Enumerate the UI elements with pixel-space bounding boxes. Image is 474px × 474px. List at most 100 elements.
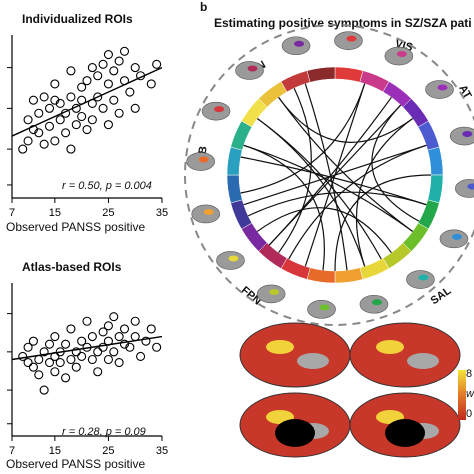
data-point — [44, 339, 55, 349]
data-point — [130, 103, 140, 113]
ring-segment — [306, 267, 336, 284]
panel-b-letter: b — [200, 0, 208, 14]
data-point — [39, 92, 49, 102]
brain-maps — [239, 322, 461, 458]
data-point — [28, 336, 38, 346]
panel-b-title: Estimating positive symptoms in SZ/SZA p… — [214, 16, 472, 30]
data-point — [98, 342, 108, 352]
brain-highlight — [437, 84, 448, 91]
brain-gray-region — [407, 353, 439, 369]
data-point — [28, 362, 38, 372]
chart2-plot: 7 15 25 35 — [7, 283, 168, 457]
chord — [371, 104, 420, 222]
brain-highlight — [269, 288, 280, 295]
brain-hotspot — [266, 340, 294, 354]
data-point — [23, 115, 33, 125]
data-point — [18, 144, 28, 154]
x-tick-label: 15 — [49, 207, 61, 219]
brain-highlight — [418, 274, 429, 281]
chord — [278, 87, 312, 254]
data-point — [87, 63, 97, 73]
data-point — [34, 370, 44, 380]
chord-diagram — [184, 24, 474, 326]
data-point — [130, 316, 140, 326]
data-point — [119, 339, 130, 349]
data-point — [61, 373, 71, 383]
trend-line — [11, 66, 163, 137]
data-point — [66, 66, 76, 76]
x-tick-label: 15 — [49, 445, 61, 457]
data-point — [23, 136, 33, 146]
data-point — [71, 362, 81, 372]
medial-wall — [275, 419, 315, 447]
data-point — [141, 336, 151, 346]
brain-highlight — [214, 106, 225, 113]
chord — [268, 104, 402, 246]
data-point — [66, 324, 76, 334]
data-point — [98, 327, 108, 337]
data-point — [23, 342, 33, 352]
chart1-title: Individualized ROIs — [22, 12, 133, 26]
brain-highlight — [451, 233, 462, 240]
data-point — [50, 331, 60, 342]
data-point — [71, 347, 81, 357]
data-point — [109, 312, 119, 322]
chord — [334, 174, 432, 272]
ring-segment — [230, 199, 253, 230]
data-point — [103, 321, 113, 331]
data-point — [77, 82, 87, 92]
ring-segment — [427, 174, 444, 204]
colorbar-tick-bottom: 0 — [466, 408, 473, 420]
data-point — [114, 358, 124, 368]
data-point — [114, 56, 124, 66]
data-point — [66, 92, 76, 102]
brain-map-right-lateral — [349, 322, 461, 388]
data-point — [93, 347, 103, 357]
chord — [278, 96, 414, 143]
data-point — [119, 46, 130, 56]
data-point — [146, 324, 156, 334]
chord — [288, 144, 427, 260]
data-point — [87, 354, 97, 365]
brain-highlight — [319, 304, 330, 311]
network-group-arc — [184, 24, 474, 326]
brain-hotspot — [376, 340, 404, 354]
data-point — [55, 98, 65, 109]
data-point — [136, 351, 146, 361]
chord — [304, 83, 348, 271]
chord — [355, 118, 414, 267]
x-tick-label: 7 — [9, 445, 15, 457]
data-point — [87, 115, 97, 125]
data-point — [34, 108, 44, 118]
data-point — [87, 331, 97, 342]
data-point — [71, 120, 81, 130]
data-point — [50, 95, 60, 105]
data-point — [103, 120, 113, 130]
chart1-stat: r = 0.50, p = 0.004 — [62, 180, 152, 192]
chart1-xlabel: Observed PANSS positive — [6, 220, 146, 234]
data-point — [98, 103, 108, 113]
brain-highlight — [467, 183, 474, 190]
medial-wall — [385, 419, 425, 447]
data-point — [109, 66, 119, 76]
data-point — [98, 59, 108, 69]
data-point — [34, 128, 44, 138]
data-point — [125, 342, 135, 352]
data-point — [77, 111, 87, 122]
ring-segment — [334, 267, 364, 284]
colorbar — [458, 370, 466, 420]
chart2-stat: r = 0.28, p = 0.09 — [62, 426, 146, 438]
brain-highlight — [396, 51, 407, 58]
data-point — [93, 71, 103, 81]
ring-segment — [280, 70, 311, 93]
brain-highlight — [198, 156, 209, 163]
data-point — [50, 367, 60, 377]
chord — [256, 207, 392, 254]
chart2-title: Atlas-based ROIs — [22, 260, 122, 274]
data-point — [55, 115, 65, 125]
data-point — [82, 76, 92, 86]
data-point — [18, 351, 28, 361]
data-point — [39, 385, 49, 395]
